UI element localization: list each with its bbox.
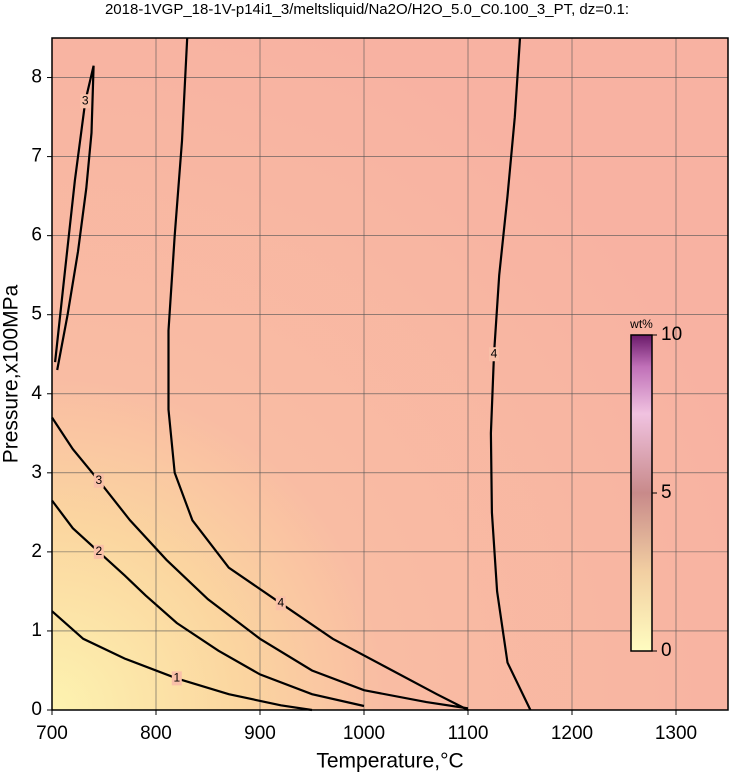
x-tick-label: 1000 [343, 723, 385, 744]
plot-area: 1 2 3 3 4 4 [51, 37, 728, 712]
contour-label-bg [80, 94, 91, 109]
colorbar-label: wt% [629, 317, 653, 331]
y-tick-label: 7 [31, 146, 42, 167]
contour-line [51, 416, 469, 710]
contour-label: 2 [95, 544, 102, 558]
contour-label-bg [489, 347, 499, 362]
x-axis-label: Temperature,°C [316, 750, 463, 773]
y-tick-label: 2 [31, 541, 42, 562]
contour-label-bg [93, 473, 104, 488]
contour-label: 4 [277, 595, 284, 609]
y-tick-label: 5 [31, 304, 42, 325]
contour-label-bg [171, 671, 182, 686]
x-tick-label: 700 [36, 723, 68, 744]
contour-label-bg [93, 544, 104, 559]
contour-line [54, 65, 95, 371]
y-tick-label: 4 [31, 383, 42, 404]
plot-background [52, 38, 728, 710]
colorbar-tick-label: 5 [661, 482, 672, 503]
contour-label: 1 [173, 671, 180, 685]
colorbar [630, 334, 653, 652]
contour-line [51, 499, 365, 708]
y-tick-label: 8 [31, 67, 42, 88]
x-tick-label: 1100 [448, 723, 489, 744]
y-axis-label: Pressure,x100MPa [0, 284, 23, 463]
colorbar-tick-label: 0 [661, 640, 672, 661]
y-tick-label: 6 [31, 225, 42, 246]
contour-label: 4 [491, 346, 498, 360]
plot-frame [51, 37, 729, 711]
y-tick-label: 3 [31, 462, 42, 483]
contour-label: 3 [82, 93, 89, 107]
x-tick-label: 800 [140, 723, 172, 744]
contour-label: 3 [95, 473, 102, 487]
contour-line [167, 37, 469, 711]
contour-label-bg [275, 596, 286, 611]
x-tick-label: 1300 [655, 723, 697, 744]
chart-title: 2018-1VGP_18-1V-p14i1_3/meltsliquid/Na2O… [105, 1, 629, 18]
y-tick-label: 0 [31, 699, 42, 720]
colorbar-tick-label: 10 [661, 324, 682, 345]
x-tick-label: 900 [244, 723, 276, 744]
contour-line [489, 37, 532, 711]
y-tick-label: 1 [31, 620, 42, 641]
x-tick-label: 1200 [551, 723, 593, 744]
